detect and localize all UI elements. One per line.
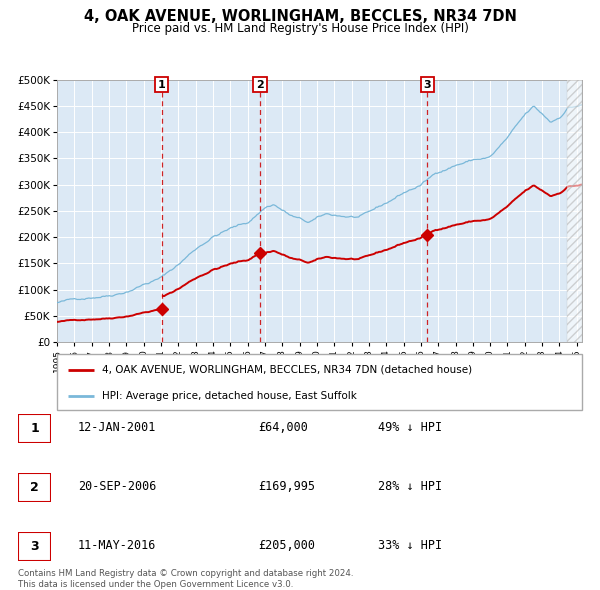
FancyBboxPatch shape: [18, 473, 51, 501]
Text: £169,995: £169,995: [258, 480, 315, 493]
Text: 2: 2: [256, 80, 264, 90]
Text: HPI: Average price, detached house, East Suffolk: HPI: Average price, detached house, East…: [101, 391, 356, 401]
Text: 4, OAK AVENUE, WORLINGHAM, BECCLES, NR34 7DN: 4, OAK AVENUE, WORLINGHAM, BECCLES, NR34…: [83, 9, 517, 24]
Text: 3: 3: [30, 540, 39, 553]
Text: 20-SEP-2006: 20-SEP-2006: [78, 480, 157, 493]
FancyBboxPatch shape: [18, 414, 51, 442]
FancyBboxPatch shape: [57, 354, 582, 410]
Text: 49% ↓ HPI: 49% ↓ HPI: [378, 421, 442, 434]
Text: 11-MAY-2016: 11-MAY-2016: [78, 539, 157, 552]
Text: 28% ↓ HPI: 28% ↓ HPI: [378, 480, 442, 493]
Text: Contains HM Land Registry data © Crown copyright and database right 2024.
This d: Contains HM Land Registry data © Crown c…: [18, 569, 353, 589]
Text: 12-JAN-2001: 12-JAN-2001: [78, 421, 157, 434]
Text: 3: 3: [423, 80, 431, 90]
FancyBboxPatch shape: [18, 532, 51, 560]
Text: Price paid vs. HM Land Registry's House Price Index (HPI): Price paid vs. HM Land Registry's House …: [131, 22, 469, 35]
Text: £64,000: £64,000: [258, 421, 308, 434]
Text: £205,000: £205,000: [258, 539, 315, 552]
Text: 2: 2: [30, 481, 39, 494]
Text: 4, OAK AVENUE, WORLINGHAM, BECCLES, NR34 7DN (detached house): 4, OAK AVENUE, WORLINGHAM, BECCLES, NR34…: [101, 365, 472, 375]
Text: 33% ↓ HPI: 33% ↓ HPI: [378, 539, 442, 552]
Text: 1: 1: [158, 80, 166, 90]
Text: 1: 1: [30, 422, 39, 435]
